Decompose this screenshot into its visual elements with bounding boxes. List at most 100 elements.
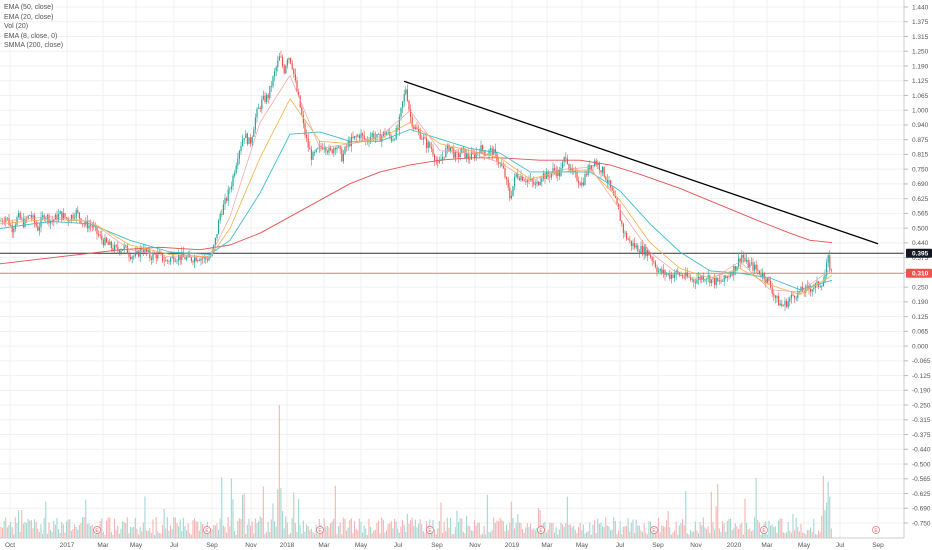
candle-body [456, 152, 458, 153]
candle-body [619, 209, 621, 221]
candle-body [30, 215, 32, 218]
candle-body [112, 248, 114, 251]
time-tick-label: May [576, 542, 589, 549]
volume-bar [398, 532, 400, 538]
candle-body [510, 195, 512, 199]
legend-ema20[interactable]: EMA (20, close) [4, 13, 54, 21]
candle-body [685, 272, 687, 278]
candle-body [659, 268, 661, 272]
volume-bar [109, 517, 111, 538]
candle-body [598, 163, 600, 171]
time-axis[interactable]: Oct 2017 Mar May Jul Sep Nov 2018 Mar May Jul Sep No… [5, 542, 884, 549]
candle-body [653, 260, 655, 262]
time-tick-label: Nov [690, 542, 702, 549]
volume-bar [557, 534, 559, 538]
candle-body [357, 135, 359, 137]
volume-bar [466, 515, 468, 538]
volume-bar [43, 517, 45, 538]
volume-bar [118, 533, 120, 538]
candle-body [221, 213, 223, 215]
legend-smma200[interactable]: SMMA (200, close) [4, 42, 64, 49]
volume-bar [218, 529, 220, 538]
candle-body [104, 237, 106, 246]
volume-bar [80, 523, 82, 538]
price-tick-label: 0.000 [912, 343, 929, 350]
price-tick-label: -0.440 [912, 447, 931, 454]
candle-body [158, 252, 160, 253]
volume-bar [171, 529, 173, 538]
candle-body [198, 260, 200, 261]
volume-bar [472, 530, 474, 538]
volume-bar [62, 524, 64, 538]
time-tick-label: Jul [394, 542, 403, 549]
volume-bar [464, 533, 466, 538]
volume-bar [272, 503, 274, 538]
candle-body [314, 152, 316, 153]
volume-bar [691, 531, 693, 538]
candle-body [760, 274, 762, 277]
volume-bar [525, 527, 527, 538]
volume-bar [174, 517, 176, 538]
earnings-marker-label: E [762, 528, 766, 534]
candle-body [414, 127, 416, 129]
volume-bar [549, 522, 551, 538]
candle-body [698, 276, 700, 280]
candle-body [768, 278, 770, 282]
candle-body [765, 279, 767, 283]
candle-body [627, 239, 629, 240]
legend-ema8[interactable]: EMA (8, close, 0) [4, 32, 58, 40]
volume-bar [26, 523, 28, 538]
volume-bar [581, 530, 583, 538]
volume-bar [722, 521, 724, 538]
volume-bar [571, 527, 573, 538]
candle-body [459, 153, 461, 158]
volume-bar [760, 534, 762, 538]
volume-bar [448, 527, 450, 538]
trendline[interactable] [403, 80, 879, 245]
candle-body [10, 225, 12, 226]
volume-bar [454, 527, 456, 538]
candle-body [272, 76, 274, 87]
volume-bar [770, 525, 772, 538]
volume-bar [446, 517, 448, 538]
volume-bar [210, 528, 212, 538]
candle-body [549, 176, 551, 178]
candle-body [504, 168, 506, 178]
volume-bar [750, 531, 752, 538]
candle-body [626, 232, 628, 240]
legend-ema50[interactable]: EMA (50, close) [4, 4, 54, 11]
volume-bar [717, 484, 719, 538]
volume-bar [424, 532, 426, 538]
volume-bar [56, 517, 58, 538]
volume-bar [814, 534, 816, 538]
candle-body [566, 158, 568, 165]
volume-bar [21, 509, 23, 538]
volume-bar [363, 525, 365, 538]
volume-bar [285, 516, 287, 538]
volume-bar [794, 530, 796, 538]
candle-body [432, 148, 434, 155]
volume-bar [208, 529, 210, 538]
candle-body [723, 275, 725, 282]
volume-bar [275, 526, 277, 538]
candle-body [584, 174, 586, 185]
volume-bar [278, 405, 280, 538]
volume-bar [130, 527, 132, 538]
volume-bar [669, 527, 671, 538]
volume-bar [512, 517, 514, 538]
candle-body [384, 131, 386, 135]
candle-body [70, 214, 72, 221]
candle-body [408, 100, 410, 110]
volume-bar [352, 533, 354, 538]
volume-bar [149, 528, 151, 538]
price-axis[interactable]: 1.440 1.375 1.315 1.250 1.190 1.125 1.065 1.000… [904, 4, 931, 527]
candle-body [197, 260, 199, 262]
candle-body [581, 182, 583, 186]
legend-volume[interactable]: Vol (20) [4, 23, 29, 30]
candle-body [123, 245, 125, 250]
candle-body [306, 135, 308, 138]
volume-bar [555, 527, 557, 538]
candle-body [418, 129, 420, 132]
